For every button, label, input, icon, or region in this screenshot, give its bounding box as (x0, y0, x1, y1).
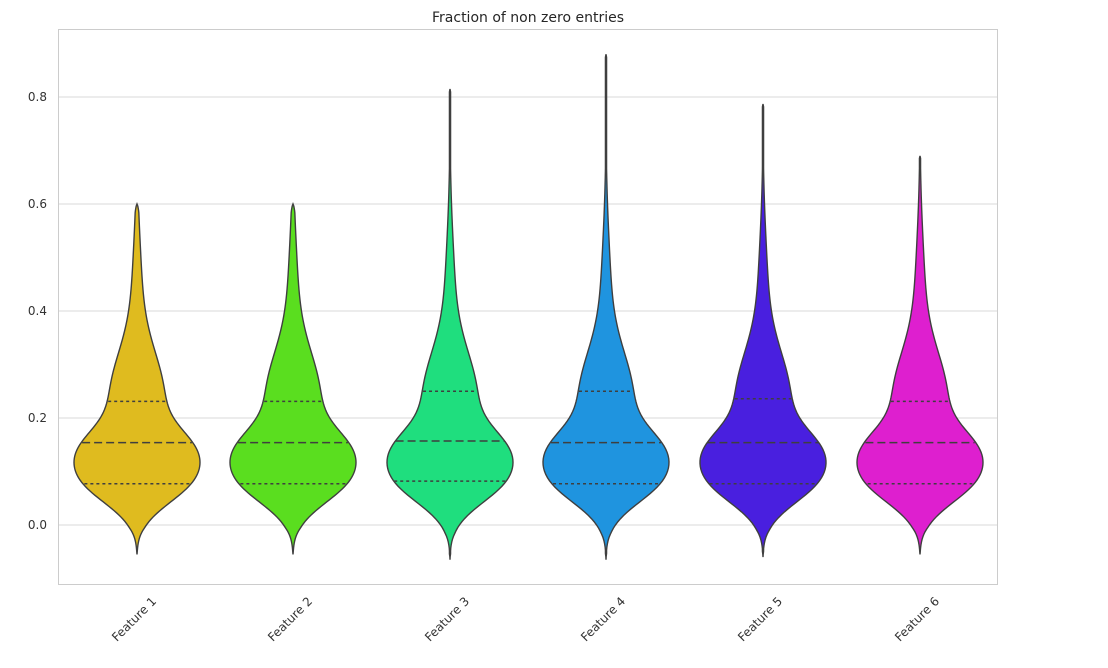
plot-frame (58, 29, 998, 585)
y-tick-label: 0.4 (28, 304, 47, 318)
x-axis: Feature 1 Feature 2 Feature 3 Feature 4 Feat… (109, 594, 942, 644)
violin-body (229, 202, 357, 555)
violin-body (542, 54, 670, 560)
violin-layer (73, 54, 984, 560)
y-tick-label: 0.6 (28, 197, 47, 211)
y-axis: 0.0 0.2 0.4 0.6 0.8 (28, 90, 47, 532)
x-tick-label: Feature 1 (109, 594, 159, 644)
violin-body (856, 155, 984, 555)
violin-body (699, 103, 827, 558)
y-tick-label: 0.8 (28, 90, 47, 104)
violin-body (73, 202, 201, 555)
y-tick-label: 0.2 (28, 411, 47, 425)
violin-3 (386, 88, 514, 560)
violin-2 (229, 202, 357, 555)
violin-1 (73, 202, 201, 555)
x-tick-label: Feature 2 (265, 594, 315, 644)
x-tick-label: Feature 3 (422, 594, 472, 644)
grid-layer (58, 96, 998, 526)
x-tick-label: Feature 6 (892, 594, 942, 644)
violin-body (386, 88, 514, 560)
x-tick-label: Feature 4 (578, 594, 628, 644)
y-tick-label: 0.0 (28, 518, 47, 532)
violin-5 (699, 103, 827, 558)
x-tick-label: Feature 5 (735, 594, 785, 644)
violin-6 (856, 155, 984, 555)
violin-4 (542, 54, 670, 560)
chart-title: Fraction of non zero entries (432, 10, 624, 26)
